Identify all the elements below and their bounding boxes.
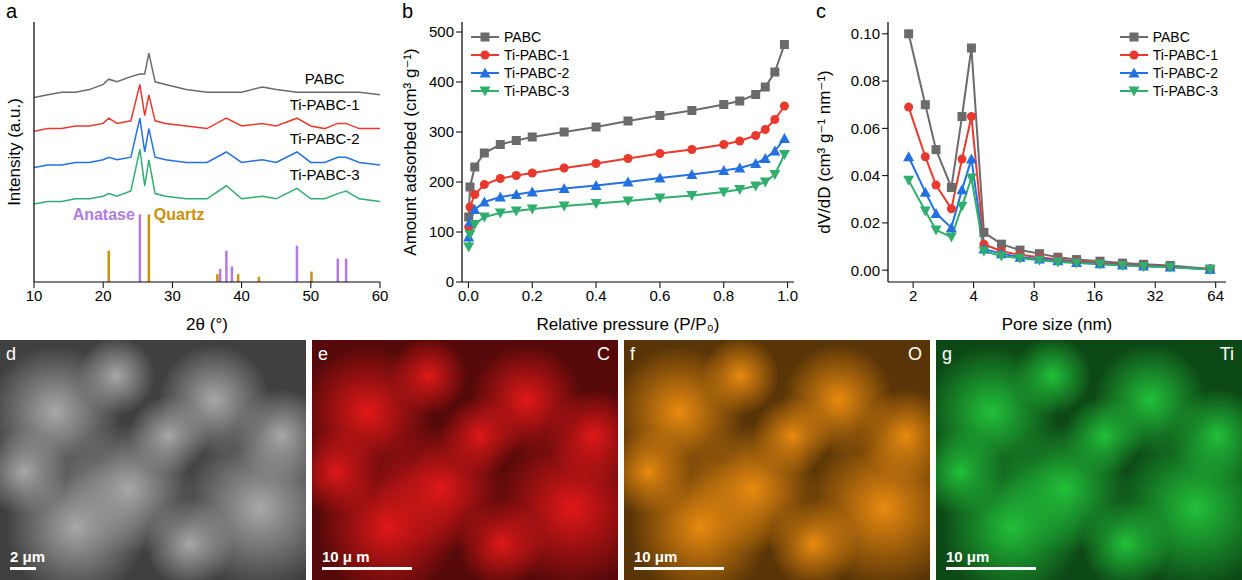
svg-text:PABC: PABC [305,70,345,87]
svg-text:Ti-PABC-1: Ti-PABC-1 [290,96,360,113]
svg-text:64: 64 [1207,287,1224,304]
svg-text:10: 10 [26,287,43,304]
svg-text:0.02: 0.02 [851,214,880,231]
svg-text:0.06: 0.06 [851,120,880,137]
svg-text:Quartz: Quartz [154,206,205,223]
svg-text:0.10: 0.10 [851,25,880,42]
svg-text:0.0: 0.0 [458,287,479,304]
svg-text:300: 300 [429,123,454,140]
html-text:e: e [318,344,328,364]
html-text:Ti-PABC-1: Ti-PABC-1 [504,47,570,63]
svg-text:0.00: 0.00 [851,262,880,279]
html-text:Ti-PABC-2: Ti-PABC-2 [504,65,570,81]
html-text:10 μm: 10 μm [946,548,990,565]
svg-text:100: 100 [429,223,454,240]
svg-text:Intensity (a.u.): Intensity (a.u.) [5,98,24,206]
html-text:10 μm: 10 μm [634,548,678,565]
html-text:c: c [816,0,826,22]
html-text:Ti: Ti [1219,344,1234,364]
svg-text:Pore size (nm): Pore size (nm) [1002,315,1113,334]
html-text:g: g [942,344,952,364]
html-text:O: O [908,344,922,364]
html-text:f: f [630,344,635,364]
svg-text:60: 60 [372,287,389,304]
svg-text:Anatase: Anatase [73,206,135,223]
svg-text:40: 40 [233,287,250,304]
html-text:d: d [6,344,16,364]
html-text:Ti-PABC-2: Ti-PABC-2 [1152,65,1218,81]
svg-text:16: 16 [1086,287,1103,304]
svg-text:0.2: 0.2 [522,287,543,304]
html-text:b: b [402,0,414,22]
svg-text:Relative pressure (P/P₀): Relative pressure (P/P₀) [537,315,720,334]
svg-text:1.0: 1.0 [777,287,798,304]
html-text:Ti-PABC-3: Ti-PABC-3 [1152,83,1218,99]
html-text:PABC: PABC [1152,29,1190,45]
svg-text:30: 30 [164,287,181,304]
svg-text:0.8: 0.8 [713,287,734,304]
svg-text:Ti-PABC-2: Ti-PABC-2 [290,130,360,147]
html-text:2 μm: 2 μm [10,548,45,565]
svg-text:200: 200 [429,173,454,190]
svg-text:dV/dD (cm³ g⁻¹ nm⁻¹): dV/dD (cm³ g⁻¹ nm⁻¹) [815,70,834,233]
html-text:PABC: PABC [504,29,542,45]
html-text:10 μ m: 10 μ m [322,548,370,565]
svg-text:0.6: 0.6 [649,287,670,304]
svg-text:8: 8 [1030,287,1038,304]
svg-text:Ti-PABC-3: Ti-PABC-3 [290,166,360,183]
svg-text:500: 500 [429,23,454,40]
svg-text:20: 20 [95,287,112,304]
html-text:Ti-PABC-3: Ti-PABC-3 [504,83,570,99]
svg-text:0.08: 0.08 [851,72,880,89]
svg-text:400: 400 [429,73,454,90]
html-text:Ti-PABC-1: Ti-PABC-1 [1152,47,1218,63]
svg-text:32: 32 [1147,287,1164,304]
svg-text:4: 4 [969,287,977,304]
svg-text:0.04: 0.04 [851,167,880,184]
svg-text:50: 50 [302,287,319,304]
svg-text:0.4: 0.4 [586,287,607,304]
svg-text:2θ (°): 2θ (°) [186,315,228,334]
svg-text:0: 0 [446,273,454,290]
html-text:a: a [6,0,18,22]
svg-text:2: 2 [909,287,917,304]
svg-text:Amount adsorbed (cm³ g⁻¹): Amount adsorbed (cm³ g⁻¹) [401,48,420,255]
html-text:C: C [597,344,610,364]
